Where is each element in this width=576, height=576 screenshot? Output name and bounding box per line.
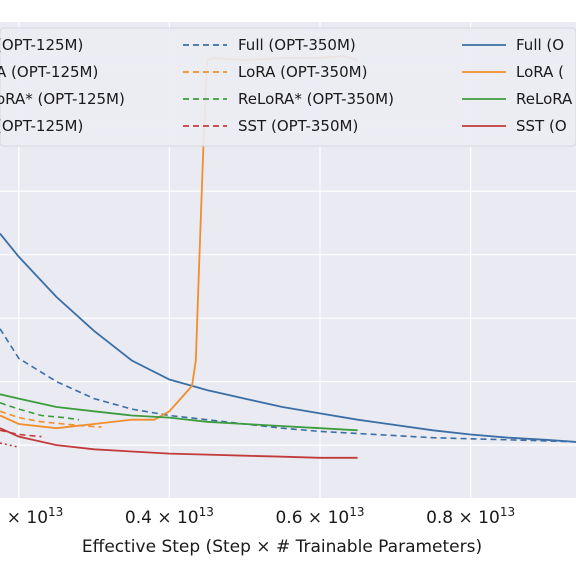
legend-label-1-3: SST (OPT-350M) <box>238 117 358 135</box>
series-line-0 <box>0 328 576 443</box>
legend-label-0-1: A (OPT-125M) <box>0 63 98 81</box>
series-line-3 <box>0 429 42 438</box>
series-line-5 <box>0 233 576 443</box>
series-line-4 <box>0 442 19 448</box>
series-line-7 <box>0 393 358 432</box>
legend-label-1-2: ReLoRA* (OPT-350M) <box>238 90 394 108</box>
series-line-1 <box>0 410 102 428</box>
legend-box <box>0 27 576 147</box>
legend-label-0-0: (OPT-125M) <box>0 36 83 54</box>
legend-label-1-1: LoRA (OPT-350M) <box>238 63 367 81</box>
legend-label-1-0: Full (OPT-350M) <box>238 36 356 54</box>
x-tick-labels: 0.2 × 1013 0.4 × 1013 0.6 × 1013 0.8 × 1013 <box>0 505 515 528</box>
legend-label-0-3: (OPT-125M) <box>0 117 83 135</box>
series-line-2 <box>0 402 80 421</box>
series-line-8 <box>0 427 358 459</box>
legend-label-2-3: SST (O <box>516 117 567 135</box>
legend-label-2-0: Full (O <box>516 36 564 54</box>
legend: (OPT-125M) A (OPT-125M) oRA* (OPT-125M) (OP… <box>0 27 576 147</box>
x-tick-label-2: 0.6 × 1013 <box>275 505 364 528</box>
x-tick-label-0: 0.2 × 1013 <box>0 505 63 528</box>
legend-label-2-2: ReLoRA <box>516 90 573 108</box>
legend-label-0-2: oRA* (OPT-125M) <box>0 90 125 108</box>
x-tick-label-3: 0.8 × 1013 <box>426 505 515 528</box>
legend-label-2-1: LoRA ( <box>516 63 564 81</box>
x-axis-title: Effective Step (Step × # Trainable Param… <box>82 537 482 557</box>
x-tick-label-1: 0.4 × 1013 <box>125 505 214 528</box>
